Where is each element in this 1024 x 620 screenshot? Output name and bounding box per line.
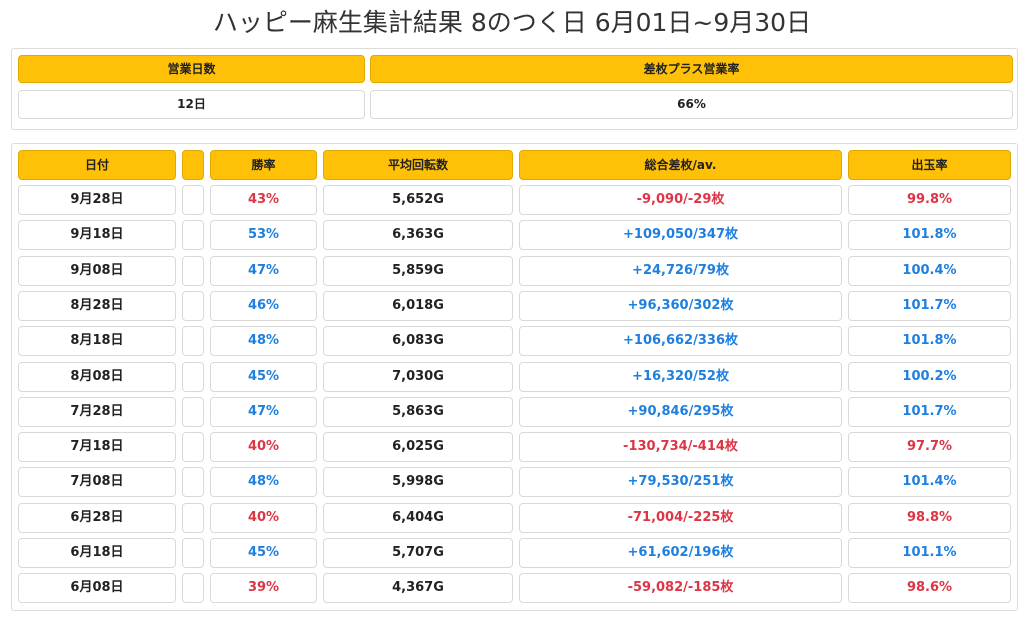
- cell-win-rate: 48%: [210, 467, 317, 498]
- table-row: 8月08日 45% 7,030G +16,320/52枚 100.2%: [12, 361, 1017, 392]
- cell-avg-spins: 6,363G: [323, 220, 513, 251]
- cell-total-diff: +106,662/336枚: [519, 326, 842, 357]
- cell-win-rate: 45%: [210, 361, 317, 392]
- cell-win-rate: 40%: [210, 502, 317, 533]
- cell-win-rate: 48%: [210, 326, 317, 357]
- table-row: 7月18日 40% 6,025G -130,734/-414枚 97.7%: [12, 432, 1017, 463]
- cell-win-rate: 47%: [210, 255, 317, 286]
- cell-payout-rate: 101.8%: [848, 326, 1011, 357]
- cell-payout-rate: 101.4%: [848, 467, 1011, 498]
- cell-payout-rate: 100.4%: [848, 255, 1011, 286]
- cell-avg-spins: 4,367G: [323, 573, 513, 604]
- cell-blank: [182, 220, 204, 251]
- column-header-blank: [182, 150, 204, 180]
- cell-blank: [182, 326, 204, 357]
- cell-payout-rate: 101.8%: [848, 220, 1011, 251]
- table-row: 6月28日 40% 6,404G -71,004/-225枚 98.8%: [12, 502, 1017, 533]
- cell-date: 6月08日: [18, 573, 176, 604]
- cell-win-rate: 53%: [210, 220, 317, 251]
- table-row: 8月18日 48% 6,083G +106,662/336枚 101.8%: [12, 326, 1017, 357]
- cell-payout-rate: 101.1%: [848, 538, 1011, 568]
- cell-date: 9月08日: [18, 255, 176, 286]
- cell-blank: [182, 573, 204, 604]
- cell-blank: [182, 467, 204, 498]
- cell-total-diff: +79,530/251枚: [519, 467, 842, 498]
- column-header-avg-spins[interactable]: 平均回転数: [323, 150, 513, 180]
- cell-date: 6月28日: [18, 502, 176, 533]
- cell-date: 7月28日: [18, 396, 176, 427]
- cell-blank: [182, 185, 204, 215]
- cell-avg-spins: 6,404G: [323, 502, 513, 533]
- cell-total-diff: -59,082/-185枚: [519, 573, 842, 604]
- cell-blank: [182, 538, 204, 568]
- cell-blank: [182, 396, 204, 427]
- cell-date: 8月08日: [18, 361, 176, 392]
- cell-total-diff: +16,320/52枚: [519, 361, 842, 392]
- table-row: 6月18日 45% 5,707G +61,602/196枚 101.1%: [12, 538, 1017, 568]
- summary-panel: 営業日数 差枚プラス営業率 12日 66%: [11, 48, 1018, 130]
- cell-avg-spins: 7,030G: [323, 361, 513, 392]
- cell-payout-rate: 100.2%: [848, 361, 1011, 392]
- cell-blank: [182, 290, 204, 321]
- cell-payout-rate: 101.7%: [848, 290, 1011, 321]
- cell-payout-rate: 101.7%: [848, 396, 1011, 427]
- cell-total-diff: -71,004/-225枚: [519, 502, 842, 533]
- cell-win-rate: 46%: [210, 290, 317, 321]
- cell-total-diff: -130,734/-414枚: [519, 432, 842, 463]
- cell-avg-spins: 6,025G: [323, 432, 513, 463]
- cell-avg-spins: 5,652G: [323, 185, 513, 215]
- cell-blank: [182, 255, 204, 286]
- cell-win-rate: 43%: [210, 185, 317, 215]
- column-header-payout-rate[interactable]: 出玉率: [848, 150, 1011, 180]
- summary-header-business-days: 営業日数: [18, 55, 365, 83]
- table-row: 9月18日 53% 6,363G +109,050/347枚 101.8%: [12, 220, 1017, 251]
- cell-avg-spins: 5,707G: [323, 538, 513, 568]
- cell-win-rate: 39%: [210, 573, 317, 604]
- cell-blank: [182, 361, 204, 392]
- cell-total-diff: +90,846/295枚: [519, 396, 842, 427]
- table-row: 7月28日 47% 5,863G +90,846/295枚 101.7%: [12, 396, 1017, 427]
- column-header-total-diff[interactable]: 総合差枚/av.: [519, 150, 842, 180]
- cell-total-diff: +24,726/79枚: [519, 255, 842, 286]
- results-table: 日付 勝率 平均回転数 総合差枚/av. 出玉率 9月28日 43% 5,652G -…: [11, 143, 1018, 611]
- cell-date: 8月28日: [18, 290, 176, 321]
- summary-header-plus-rate: 差枚プラス営業率: [370, 55, 1013, 83]
- cell-win-rate: 40%: [210, 432, 317, 463]
- cell-win-rate: 47%: [210, 396, 317, 427]
- cell-date: 8月18日: [18, 326, 176, 357]
- cell-avg-spins: 6,018G: [323, 290, 513, 321]
- summary-value-business-days: 12日: [18, 90, 365, 119]
- cell-total-diff: -9,090/-29枚: [519, 185, 842, 215]
- cell-blank: [182, 502, 204, 533]
- cell-avg-spins: 6,083G: [323, 326, 513, 357]
- table-row: 7月08日 48% 5,998G +79,530/251枚 101.4%: [12, 467, 1017, 498]
- cell-total-diff: +109,050/347枚: [519, 220, 842, 251]
- cell-date: 7月18日: [18, 432, 176, 463]
- table-row: 8月28日 46% 6,018G +96,360/302枚 101.7%: [12, 290, 1017, 321]
- table-row: 9月08日 47% 5,859G +24,726/79枚 100.4%: [12, 255, 1017, 286]
- summary-value-plus-rate: 66%: [370, 90, 1013, 119]
- table-header-row: 日付 勝率 平均回転数 総合差枚/av. 出玉率: [12, 150, 1017, 180]
- cell-avg-spins: 5,859G: [323, 255, 513, 286]
- cell-date: 9月28日: [18, 185, 176, 215]
- page-title: ハッピー麻生集計結果 8のつく日 6月01日~9月30日: [212, 8, 812, 37]
- cell-payout-rate: 98.8%: [848, 502, 1011, 533]
- cell-avg-spins: 5,863G: [323, 396, 513, 427]
- cell-avg-spins: 5,998G: [323, 467, 513, 498]
- column-header-date[interactable]: 日付: [18, 150, 176, 180]
- column-header-win-rate[interactable]: 勝率: [210, 150, 317, 180]
- table-row: 9月28日 43% 5,652G -9,090/-29枚 99.8%: [12, 185, 1017, 215]
- cell-payout-rate: 97.7%: [848, 432, 1011, 463]
- cell-date: 6月18日: [18, 538, 176, 568]
- cell-date: 7月08日: [18, 467, 176, 498]
- cell-payout-rate: 98.6%: [848, 573, 1011, 604]
- cell-date: 9月18日: [18, 220, 176, 251]
- cell-total-diff: +96,360/302枚: [519, 290, 842, 321]
- cell-payout-rate: 99.8%: [848, 185, 1011, 215]
- table-row: 6月08日 39% 4,367G -59,082/-185枚 98.6%: [12, 573, 1017, 604]
- cell-blank: [182, 432, 204, 463]
- cell-win-rate: 45%: [210, 538, 317, 568]
- cell-total-diff: +61,602/196枚: [519, 538, 842, 568]
